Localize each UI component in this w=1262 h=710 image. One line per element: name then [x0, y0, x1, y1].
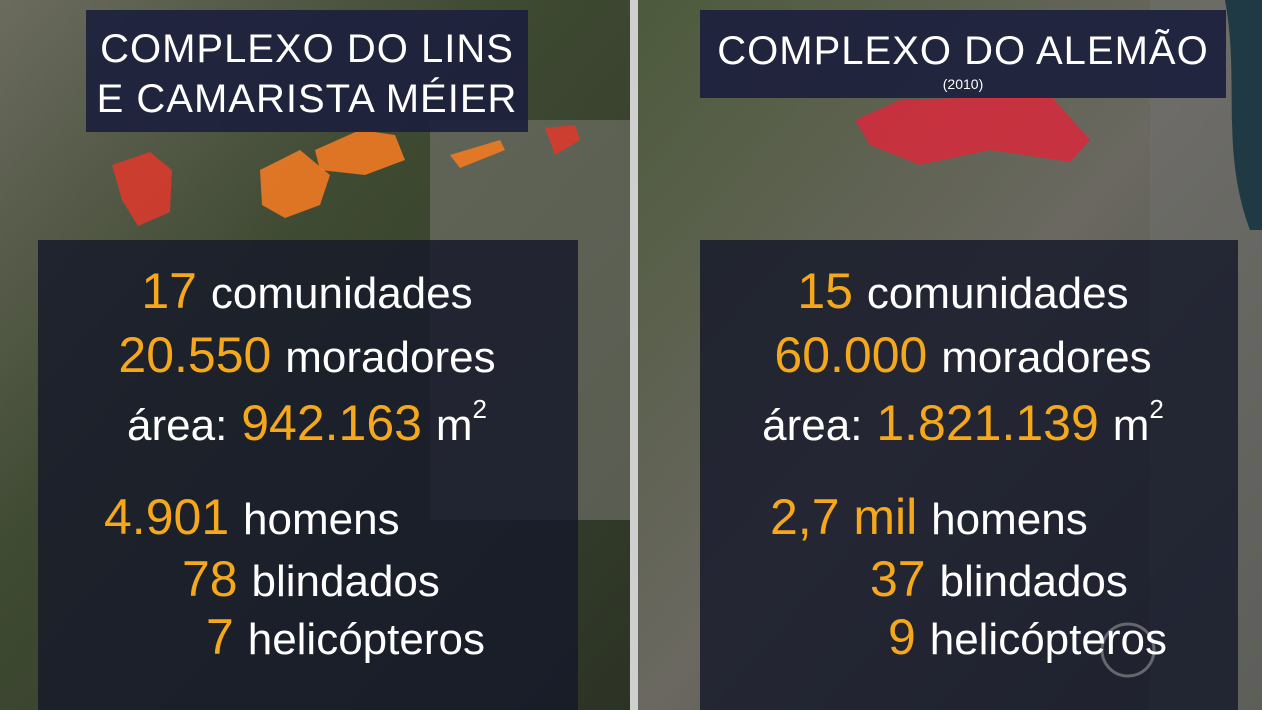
stat-row: 37 blindados — [870, 551, 1128, 607]
stat-row: 20.550 moradores — [118, 327, 495, 383]
stat-row: área: 1.821.139 m2 — [762, 394, 1164, 451]
stat-number: 78 — [182, 551, 238, 607]
stat-row: área: 942.163 m2 — [127, 394, 487, 451]
title-box — [700, 10, 1226, 98]
stat-row: 2,7 mil homens — [770, 489, 1088, 545]
stat-label: moradores — [941, 333, 1151, 382]
stat-number: 60.000 — [774, 327, 927, 383]
stat-number: 20.550 — [118, 327, 271, 383]
stat-row: 60.000 moradores — [774, 327, 1151, 383]
stat-number: 1.821.139 — [876, 395, 1098, 451]
stat-label: comunidades — [211, 269, 473, 318]
title-line: E CAMARISTA MÉIER — [97, 76, 518, 121]
stat-number: 17 — [141, 263, 197, 319]
stat-number: 15 — [797, 263, 853, 319]
stat-label: m — [436, 401, 473, 450]
stats-box — [700, 240, 1238, 710]
stat-row: 7 helicópteros — [206, 609, 485, 665]
stat-label: m — [1113, 401, 1150, 450]
title-line: COMPLEXO DO LINS — [100, 27, 514, 71]
stat-row: 78 blindados — [182, 551, 440, 607]
stat-number: 9 — [888, 609, 916, 665]
stat-label: helicópteros — [248, 615, 485, 664]
stat-label: blindados — [252, 557, 440, 606]
stat-number: 7 — [206, 609, 234, 665]
subtitle: (2010) — [943, 76, 983, 92]
stat-exponent: 2 — [1149, 394, 1163, 424]
title-line: COMPLEXO DO ALEMÃO — [717, 28, 1208, 73]
stat-number: 2,7 mil — [770, 489, 917, 545]
stat-label: moradores — [285, 333, 495, 382]
stat-label: homens — [931, 495, 1088, 544]
stat-label: blindados — [940, 557, 1128, 606]
stat-row: 4.901 homens — [104, 489, 400, 545]
watermark — [1100, 622, 1156, 678]
stat-prefix: área: — [762, 401, 862, 450]
stat-number: 942.163 — [241, 395, 422, 451]
stat-row: 9 helicópteros — [888, 609, 1167, 665]
stat-number: 4.901 — [104, 489, 229, 545]
stat-number: 37 — [870, 551, 926, 607]
stat-prefix: área: — [127, 401, 227, 450]
divider — [630, 0, 638, 710]
stat-row: 17 comunidades — [141, 263, 472, 319]
title-box — [86, 10, 528, 132]
stat-exponent: 2 — [473, 394, 487, 424]
stat-label: homens — [243, 495, 400, 544]
stats-box — [38, 240, 578, 710]
stat-row: 15 comunidades — [797, 263, 1128, 319]
stat-label: helicópteros — [930, 615, 1167, 664]
stat-label: comunidades — [867, 269, 1129, 318]
